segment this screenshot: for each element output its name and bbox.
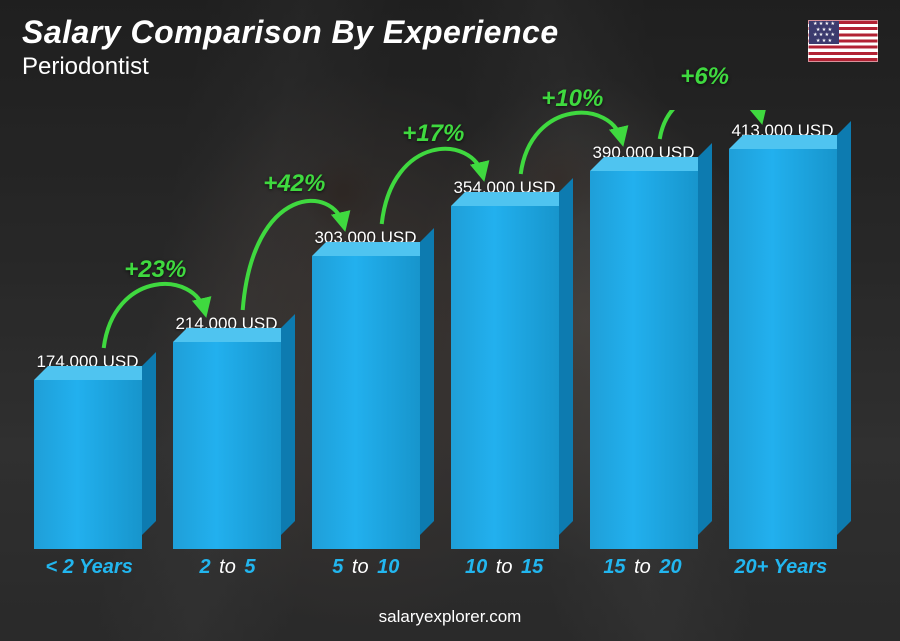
bar-slot: 390,000 USD: [576, 110, 711, 549]
bar-front-face: [729, 149, 837, 549]
bar-side-face: [837, 121, 851, 535]
delta-label: +17%: [402, 120, 464, 148]
header: Salary Comparison By Experience Periodon…: [22, 14, 559, 81]
x-axis-label: 5 to 10: [297, 556, 435, 579]
delta-label: +42%: [263, 170, 325, 198]
bar-top-face: [173, 328, 295, 342]
bar-top-face: [34, 366, 156, 380]
bar-top-face: [729, 135, 851, 149]
bar-side-face: [698, 143, 712, 535]
delta-label: +23%: [124, 256, 186, 284]
bar: [451, 206, 559, 549]
x-axis-label: 10 to 15: [435, 556, 573, 579]
bar: [729, 149, 837, 549]
bar-side-face: [420, 228, 434, 535]
bar: [34, 380, 142, 549]
bar-top-face: [312, 242, 434, 256]
bar-front-face: [34, 380, 142, 549]
x-axis-label: 2 to 5: [158, 556, 296, 579]
bar-side-face: [559, 178, 573, 535]
flag-icon: [808, 20, 878, 62]
x-axis-label: < 2 Years: [20, 556, 158, 579]
bar-top-face: [590, 157, 712, 171]
page-title: Salary Comparison By Experience: [22, 14, 559, 51]
x-axis-label: 15 to 20: [573, 556, 711, 579]
footer-attribution: salaryexplorer.com: [0, 607, 900, 627]
x-axis-labels: < 2 Years2 to 55 to 1010 to 1515 to 2020…: [20, 556, 850, 579]
bar-container: 174,000 USD214,000 USD303,000 USD354,000…: [20, 110, 850, 549]
delta-label: +6%: [680, 63, 729, 91]
bar-top-face: [451, 192, 573, 206]
bar-side-face: [281, 314, 295, 535]
bar-slot: 174,000 USD: [20, 110, 155, 549]
bar: [590, 171, 698, 549]
bar-front-face: [312, 256, 420, 549]
page-subtitle: Periodontist: [22, 53, 559, 81]
x-axis-label: 20+ Years: [712, 556, 850, 579]
bar-slot: 413,000 USD: [715, 110, 850, 549]
salary-chart: 174,000 USD214,000 USD303,000 USD354,000…: [20, 110, 850, 579]
bar: [173, 342, 281, 549]
bar-side-face: [142, 352, 156, 535]
delta-label: +10%: [541, 85, 603, 113]
bar-front-face: [590, 171, 698, 549]
bar: [312, 256, 420, 549]
bar-slot: 354,000 USD: [437, 110, 572, 549]
bar-front-face: [451, 206, 559, 549]
bar-front-face: [173, 342, 281, 549]
